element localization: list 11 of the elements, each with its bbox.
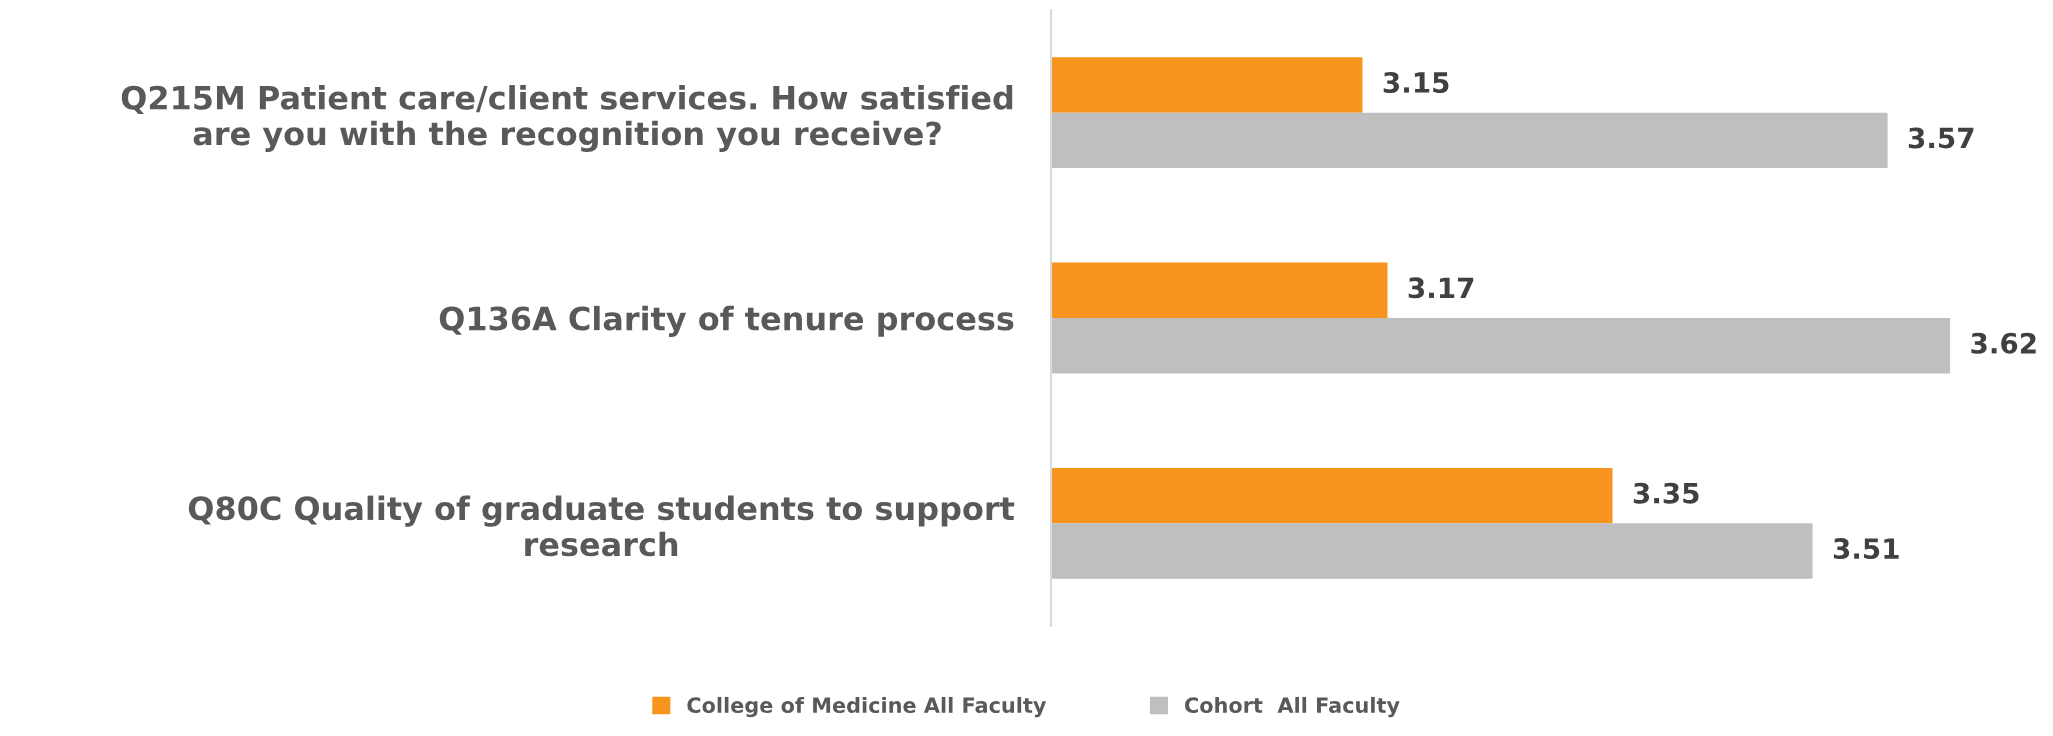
data-label: 3.17 [1408,277,1474,299]
data-label: 3.15 [1383,72,1449,94]
legend-label: Cohort All Faculty [1185,696,1400,718]
y-tick-label: Q215M Patient care/client services. How satisfied are you with the recognition you receive? [121,85,1013,153]
data-label: 3.62 [1971,332,2036,354]
data-label: 3.35 [1633,482,1699,504]
data-label: 3.57 [1908,127,1974,149]
y-tick-label: Q136A Clarity of tenure process [439,305,1014,338]
y-tick-label: Q80C Quality of graduate students to support research [188,495,1015,557]
legend-label: College of Medicine All Faculty [687,696,1047,718]
data-label: 3.51 [1833,538,1899,560]
